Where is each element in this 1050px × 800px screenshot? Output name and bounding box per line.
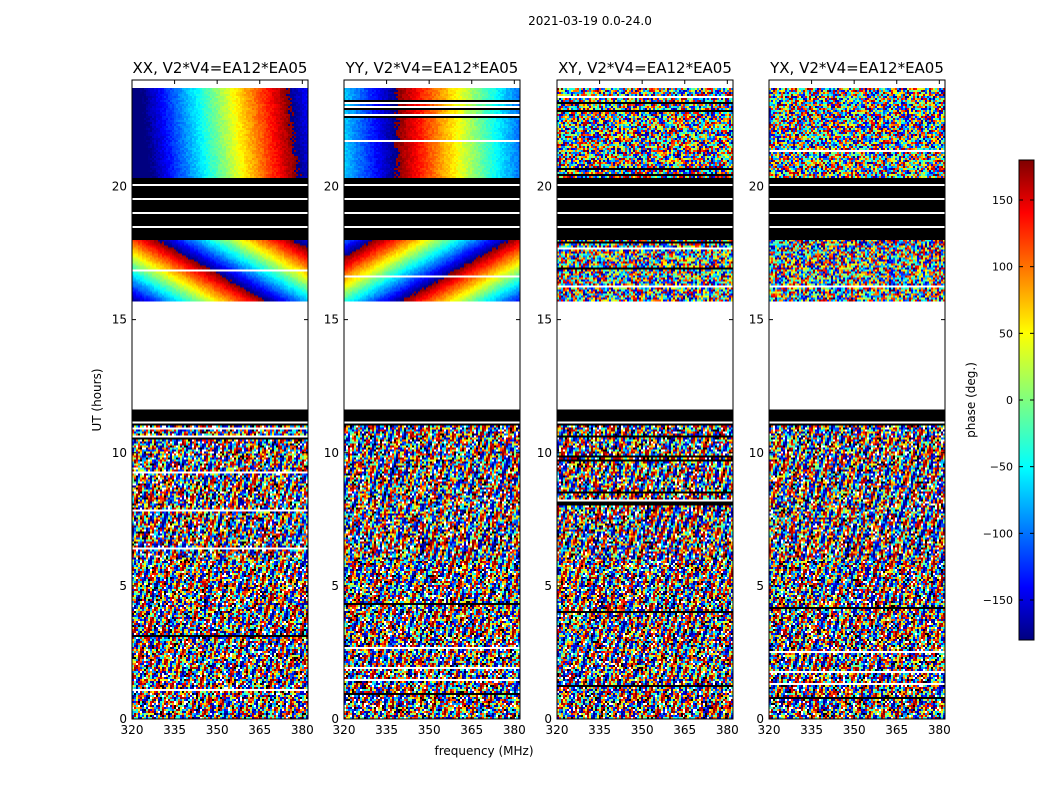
x-tick-label: 350 (843, 723, 866, 737)
x-axis-label: frequency (MHz) (434, 744, 533, 758)
x-tick-label: 335 (375, 723, 398, 737)
y-tick-label: 10 (112, 446, 127, 460)
panel-xy: XY, V2*V4=EA12*EA05 320 335 350 365 380 0 5 10 15… (537, 59, 739, 737)
y-tick-label: 20 (112, 180, 127, 194)
y-tick-label: 0 (544, 712, 552, 726)
colorbar-tick-label: 50 (999, 327, 1013, 340)
heatmap-yy (344, 80, 520, 719)
x-tick-label: 365 (885, 723, 908, 737)
figure-title: 2021-03-19 0.0-24.0 (528, 14, 652, 28)
x-tick-label: 335 (800, 723, 823, 737)
heatmap-yx (769, 80, 945, 719)
y-tick-label: 20 (324, 180, 339, 194)
heatmap-xx (132, 80, 308, 719)
y-tick-label: 15 (749, 313, 764, 327)
y-tick-label: 20 (749, 180, 764, 194)
x-tick-label: 380 (291, 723, 314, 737)
panel-yy: YY, V2*V4=EA12*EA05 320 335 350 365 380 0 5 10 15… (324, 59, 526, 737)
colorbar-label: phase (deg.) (964, 362, 978, 438)
y-tick-label: 15 (324, 313, 339, 327)
y-tick-label: 20 (537, 180, 552, 194)
x-tick-label: 380 (928, 723, 951, 737)
y-tick-label: 5 (756, 579, 764, 593)
panel-title: XY, V2*V4=EA12*EA05 (558, 59, 732, 77)
y-tick-label: 5 (119, 579, 127, 593)
panel-yx: YX, V2*V4=EA12*EA05 320 335 350 365 380 0 5 10 15… (749, 59, 951, 737)
x-tick-label: 365 (248, 723, 271, 737)
x-tick-label: 350 (206, 723, 229, 737)
heatmap-xy (557, 80, 733, 719)
y-tick-label: 0 (119, 712, 127, 726)
y-tick-label: 15 (112, 313, 127, 327)
x-tick-label: 380 (716, 723, 739, 737)
panel-title: YX, V2*V4=EA12*EA05 (769, 59, 944, 77)
x-tick-label: 320 (758, 723, 781, 737)
x-tick-label: 350 (418, 723, 441, 737)
colorbar-tick-label: 100 (992, 261, 1013, 274)
x-tick-label: 320 (546, 723, 569, 737)
x-tick-label: 320 (333, 723, 356, 737)
y-tick-label: 15 (537, 313, 552, 327)
axes-frame (768, 79, 946, 720)
y-tick-label: 0 (331, 712, 339, 726)
x-tick-label: 380 (503, 723, 526, 737)
colorbar-tick-label: −50 (990, 461, 1013, 474)
y-tick-label: 5 (331, 579, 339, 593)
colorbar-tick-label: −150 (983, 594, 1013, 607)
x-tick-label: 335 (163, 723, 186, 737)
axes-frame (556, 79, 734, 720)
panel-xx: XX, V2*V4=EA12*EA05 320 335 350 365 380 0 5 10 15… (112, 59, 314, 737)
y-tick-label: 10 (537, 446, 552, 460)
x-tick-label: 365 (673, 723, 696, 737)
panel-title: XX, V2*V4=EA12*EA05 (133, 59, 308, 77)
x-tick-label: 335 (588, 723, 611, 737)
y-tick-label: 0 (756, 712, 764, 726)
axes-frame (343, 79, 521, 720)
x-tick-label: 320 (121, 723, 144, 737)
y-tick-label: 10 (324, 446, 339, 460)
y-tick-label: 10 (749, 446, 764, 460)
x-tick-label: 365 (460, 723, 483, 737)
colorbar-tick-label: 150 (992, 194, 1013, 207)
panel-title: YY, V2*V4=EA12*EA05 (345, 59, 519, 77)
y-axis-label: UT (hours) (90, 368, 104, 431)
x-tick-label: 350 (631, 723, 654, 737)
y-tick-label: 5 (544, 579, 552, 593)
colorbar-tick-label: −100 (983, 527, 1013, 540)
axes-frame (131, 79, 309, 720)
colorbar-tick-label: 0 (1006, 394, 1013, 407)
